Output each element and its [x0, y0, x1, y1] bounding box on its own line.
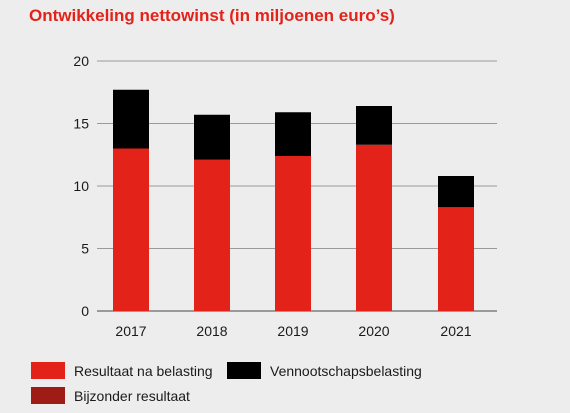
x-tick-label: 2019 [277, 323, 308, 339]
x-tick-label: 2017 [115, 323, 146, 339]
legend-swatch-vennootschapsbelasting [227, 362, 261, 379]
legend: Resultaat na belasting Vennootschapsbela… [31, 362, 551, 410]
x-tick-label: 2020 [358, 323, 389, 339]
x-tick-label: 2018 [196, 323, 227, 339]
bar-segment [438, 176, 474, 208]
legend-label-vennootschapsbelasting: Vennootschapsbelasting [270, 362, 422, 379]
stacked-bar-chart: 0 5 10 15 20 2017 2018 2019 2020 2021 [73, 53, 497, 339]
bar-segment [113, 89, 149, 149]
bar-segment [356, 144, 392, 311]
x-tick-label: 2021 [440, 323, 471, 339]
bar-segment [438, 207, 474, 311]
y-tick-label: 0 [81, 303, 89, 319]
bar-segment [275, 112, 311, 156]
chart-title: Ontwikkeling nettowinst (in miljoenen eu… [29, 6, 395, 25]
legend-swatch-resultaat [31, 362, 65, 379]
legend-item-bijzonder-resultaat: Bijzonder resultaat [31, 387, 190, 404]
bar-segment [194, 159, 230, 311]
bar-segment [194, 114, 230, 160]
legend-item-vennootschapsbelasting: Vennootschapsbelasting [227, 362, 422, 379]
bar-segment [113, 148, 149, 311]
legend-label-bijzonder-resultaat: Bijzonder resultaat [74, 387, 190, 404]
legend-swatch-bijzonder-resultaat [31, 387, 65, 404]
bar-segment [275, 156, 311, 311]
y-tick-label: 5 [81, 241, 89, 257]
legend-label-resultaat: Resultaat na belasting [74, 362, 213, 379]
y-tick-label: 10 [73, 178, 89, 194]
y-tick-label: 15 [73, 116, 89, 132]
y-tick-label: 20 [73, 53, 89, 69]
legend-item-resultaat: Resultaat na belasting [31, 362, 213, 379]
bar-segment [356, 106, 392, 145]
